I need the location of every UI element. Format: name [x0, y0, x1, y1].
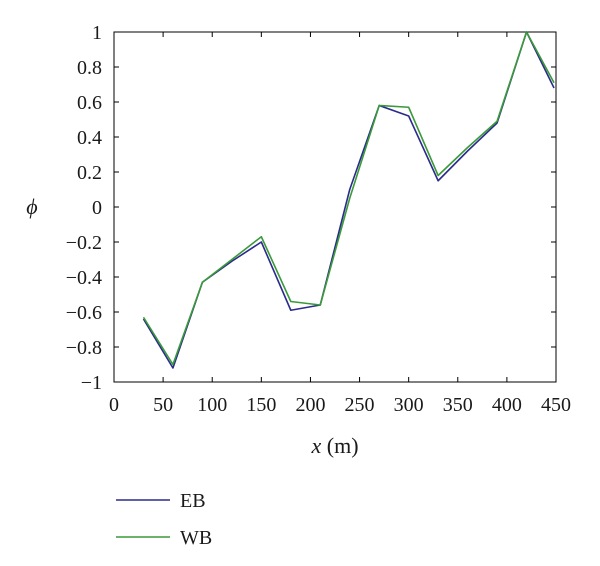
x-tick-label: 50	[153, 394, 173, 416]
legend-label-wb: WB	[180, 527, 212, 549]
y-tick-label: −0.2	[66, 232, 102, 254]
series-line-wb	[142, 31, 555, 366]
y-tick-label: 0	[92, 197, 102, 219]
y-axis-label: ϕ	[26, 194, 37, 219]
y-tick-label: 0.6	[77, 92, 102, 114]
x-tick-label: 150	[246, 394, 276, 416]
y-tick-label: 0.4	[77, 127, 102, 149]
x-axis-variable: x	[310, 433, 321, 458]
y-tick-label: −1	[81, 372, 102, 394]
x-tick-label: 450	[541, 394, 571, 416]
x-tick-label: 350	[443, 394, 473, 416]
x-tick-label: 400	[492, 394, 522, 416]
x-axis-label: x (m)	[310, 433, 358, 458]
plot-area	[113, 31, 557, 383]
y-tick-label: 0.2	[77, 162, 102, 184]
x-tick-label: 100	[197, 394, 227, 416]
x-tick-label: 250	[345, 394, 375, 416]
legend: EB WB	[116, 490, 212, 549]
x-tick-label: 300	[394, 394, 424, 416]
x-tick-label: 200	[295, 394, 325, 416]
y-tick-label: 0.8	[77, 57, 102, 79]
y-tick-label: −0.4	[66, 267, 102, 289]
series-layer	[142, 31, 555, 369]
y-tick-label: 1	[92, 22, 102, 44]
y-tick-label: −0.8	[66, 337, 102, 359]
y-tick-label: −0.6	[66, 302, 102, 324]
legend-label-eb: EB	[180, 490, 206, 512]
x-axis-unit: (m)	[321, 433, 358, 458]
axis-ticks: 0 50 100 150 200 250 300 350 400 450 1 0.8 0.6 0.4 0.2…	[66, 22, 571, 416]
x-tick-label: 0	[109, 394, 119, 416]
